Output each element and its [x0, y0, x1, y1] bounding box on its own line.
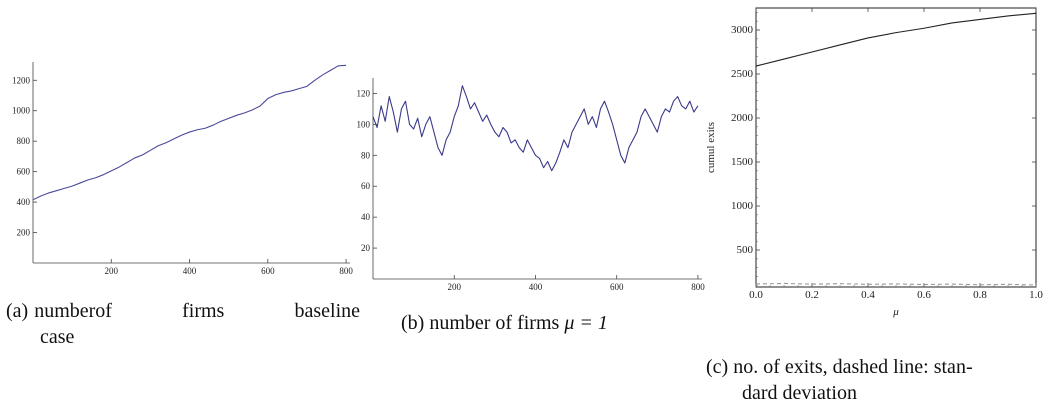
chart-c-ytick-label: 2500: [731, 68, 754, 80]
chart-c-ylabel: cumul exits: [705, 122, 717, 173]
caption-c-line1: no. of exits, dashed line: stan-: [733, 356, 973, 378]
chart-b-ytick-label: 80: [361, 150, 371, 160]
chart-c-ytick-label: 3000: [731, 24, 754, 36]
chart-c-ytick-label: 1000: [731, 200, 754, 212]
chart-c-frame: [755, 7, 1037, 288]
chart-a-series-line-0: [32, 64, 347, 201]
caption-a-line2: case: [40, 326, 75, 348]
caption-c-line2: dard deviation: [742, 382, 857, 404]
caption-a-tag: (a): [6, 300, 29, 322]
caption-a: (a) numberof firms baseline case: [6, 298, 360, 350]
chart-a-ytick-label: 1000: [12, 106, 31, 116]
chart-c-xtick-label: 0.0: [749, 289, 763, 301]
chart-b-ytick-label: 100: [357, 119, 371, 129]
chart-c-xlabel: μ: [892, 306, 899, 318]
caption-c: (c) no. of exits, dashed line: stan- dar…: [706, 354, 1042, 406]
chart-b-ytick-label: 120: [357, 88, 371, 98]
chart-a-xtick-label: 400: [183, 266, 197, 276]
chart-b-series-line-0: [372, 85, 699, 172]
chart-c-ytick-label: 1500: [731, 156, 754, 168]
caption-b-tag: (b): [401, 312, 425, 334]
chart-a-xtick-label: 800: [339, 266, 353, 276]
caption-b-math: μ = 1: [564, 312, 608, 334]
chart-b-ytick-label: 20: [361, 243, 371, 253]
chart-c-xtick-label: 0.6: [917, 289, 931, 301]
chart-a-number-of-firms-baseline: 200 400 600 800 1000 1200 200 400 600 800: [12, 62, 353, 276]
chart-c-ytick-label: 500: [737, 244, 754, 256]
caption-b: (b) number of firms μ = 1: [401, 310, 608, 336]
chart-a-ytick-label: 400: [17, 197, 31, 207]
chart-b-number-of-firms-mu-1: 20 40 60 80 100 120 200 400 600 800: [357, 78, 705, 292]
chart-c-number-of-exits: 500 1000 1500 2000 2500 3000 0.0 0.2 0.4 0.6 0.8 1.…: [705, 7, 1043, 318]
chart-c-xtick-label: 1.0: [1029, 289, 1043, 301]
chart-a-ytick-label: 600: [17, 167, 31, 177]
chart-c-xtick-label: 0.2: [805, 289, 819, 301]
chart-b-ytick-label: 60: [361, 181, 371, 191]
chart-a-xtick-label: 200: [105, 266, 119, 276]
chart-b-xtick-label: 800: [691, 282, 705, 292]
chart-a-ytick-label: 200: [17, 228, 31, 238]
chart-a-ytick-label: 1200: [12, 75, 31, 85]
chart-b-ytick-label: 40: [361, 212, 371, 222]
chart-c-series-line-0: [755, 12, 1037, 67]
chart-c-ytick-label: 2000: [731, 112, 754, 124]
chart-a-xtick-label: 600: [261, 266, 275, 276]
caption-b-text: number of firms: [429, 312, 560, 334]
chart-c-xtick-label: 0.8: [973, 289, 987, 301]
chart-b-xtick-label: 600: [610, 282, 624, 292]
chart-b-xtick-label: 200: [447, 282, 461, 292]
chart-c-series-line-1: [755, 282, 1037, 286]
chart-c-xtick-label: 0.4: [861, 289, 875, 301]
caption-a-line1: numberof firms baseline: [34, 300, 360, 322]
caption-c-tag: (c): [706, 356, 729, 378]
chart-b-xtick-label: 400: [529, 282, 543, 292]
chart-a-ytick-label: 800: [17, 136, 31, 146]
